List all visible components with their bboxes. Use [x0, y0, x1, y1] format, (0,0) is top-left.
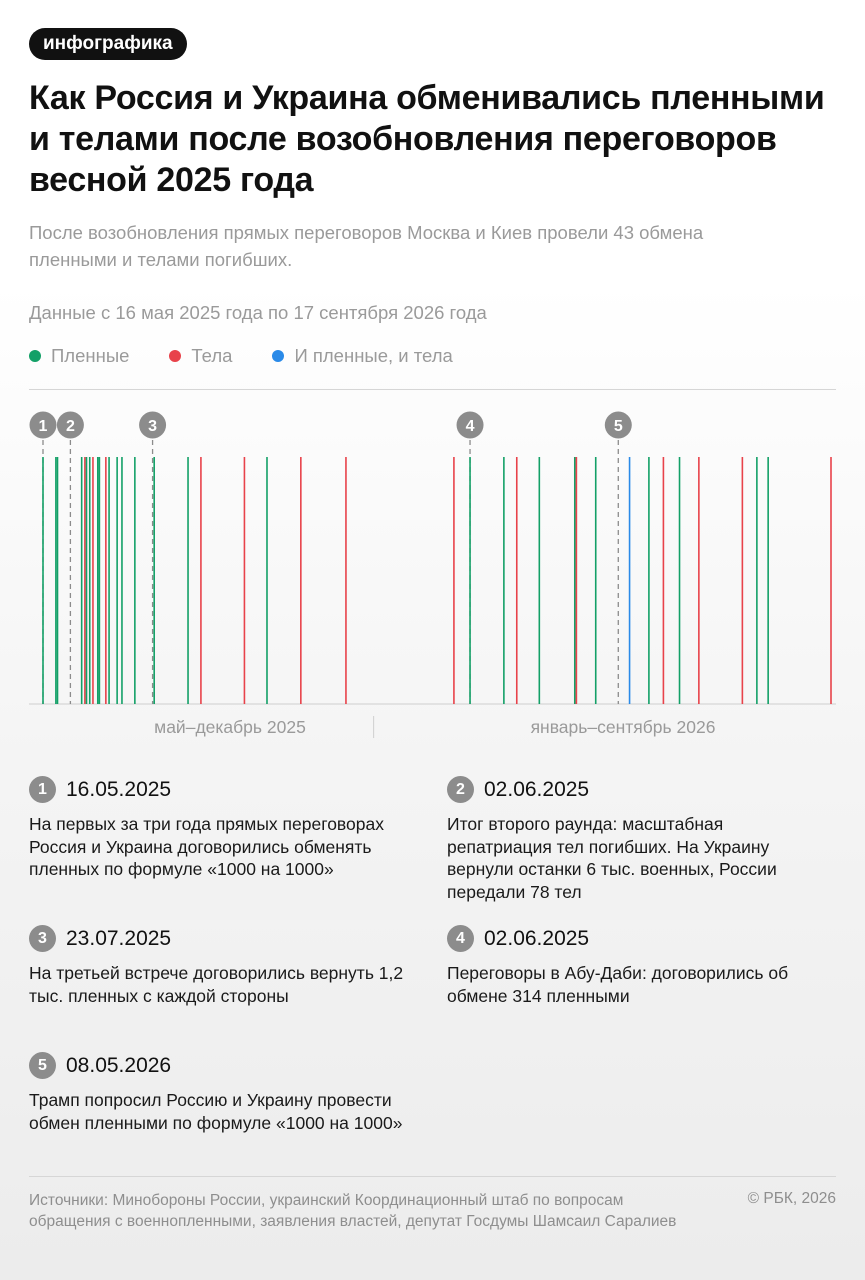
chart-legend: Пленные Тела И пленные, и тела — [29, 345, 453, 367]
sources: Источники: Минобороны России, украинский… — [29, 1192, 677, 1230]
legend-item-both: И пленные, и тела — [272, 345, 453, 367]
subtitle: После возобновления прямых переговоров М… — [29, 222, 704, 270]
note-text: На первых за три года прямых переговорах… — [29, 814, 384, 879]
segment-label: май–декабрь 2025 — [154, 717, 306, 737]
note-date: 23.07.2025 — [66, 926, 172, 950]
note-date: 02.06.2025 — [484, 926, 590, 950]
legend-item-bodies: Тела — [169, 345, 232, 367]
note-text: Итог второго раунда: масштабная репатриа… — [447, 814, 777, 902]
note-text: Трамп попросил Россию и Украину провести… — [29, 1090, 403, 1133]
note-badge: 1 — [29, 776, 56, 803]
note-badge: 3 — [29, 925, 56, 952]
legend-dot-bodies — [169, 350, 182, 362]
legend-label-bodies: Тела — [191, 345, 233, 366]
timeline-chart: 1 2 3 4 5 май–декабрь 2025 январь–сентябрь 202… — [29, 411, 836, 738]
note-date: 08.05.2026 — [66, 1053, 172, 1077]
milestone-number: 5 — [614, 418, 623, 435]
milestone-number: 4 — [466, 418, 475, 435]
note-text: Переговоры в Абу-Даби: договорились об о… — [447, 963, 789, 1006]
infographic-tag: инфографика — [29, 28, 187, 60]
milestone-number: 2 — [66, 418, 75, 435]
milestone-badge — [604, 411, 632, 439]
legend-label-prisoners: Пленные — [51, 345, 130, 366]
note-date: 16.05.2025 — [66, 777, 172, 801]
note-5: 5 08.05.2026 Трамп попросил Россию и Укра… — [29, 1052, 409, 1134]
page-title: Как Россия и Украина обменивались пленны… — [29, 79, 825, 199]
copyright: © РБК, 2026 — [747, 1190, 836, 1207]
legend-item-prisoners: Пленные — [29, 345, 129, 367]
legend-dot-prisoners — [29, 350, 41, 362]
milestone-badge — [456, 411, 484, 439]
milestone-badge — [29, 411, 57, 439]
note-4: 4 02.06.2025 Переговоры в Абу-Даби: догов… — [447, 925, 827, 1007]
note-2: 2 02.06.2025 Итог второго раунда: масштаб… — [447, 776, 827, 903]
data-period: Данные с 16 мая 2025 года по 17 сентября… — [29, 302, 487, 323]
legend-label-both: И пленные, и тела — [294, 345, 453, 366]
note-3: 3 23.07.2025 На третьей встрече договорил… — [29, 925, 409, 1007]
segment-label: январь–сентябрь 2026 — [531, 717, 716, 737]
note-badge: 5 — [29, 1052, 56, 1079]
note-badge: 4 — [447, 925, 474, 952]
milestone-badge — [56, 411, 84, 439]
note-1: 1 16.05.2025 На первых за три года прямых… — [29, 776, 409, 881]
milestone-badge — [139, 411, 167, 439]
milestone-number: 1 — [39, 418, 48, 435]
legend-dot-both — [272, 350, 285, 362]
note-text: На третьей встрече договорились вернуть … — [29, 963, 404, 1006]
note-badge: 2 — [447, 776, 474, 803]
note-date: 02.06.2025 — [484, 777, 590, 801]
milestone-number: 3 — [148, 418, 157, 435]
divider-top — [29, 389, 836, 390]
divider-bottom — [29, 1176, 836, 1177]
